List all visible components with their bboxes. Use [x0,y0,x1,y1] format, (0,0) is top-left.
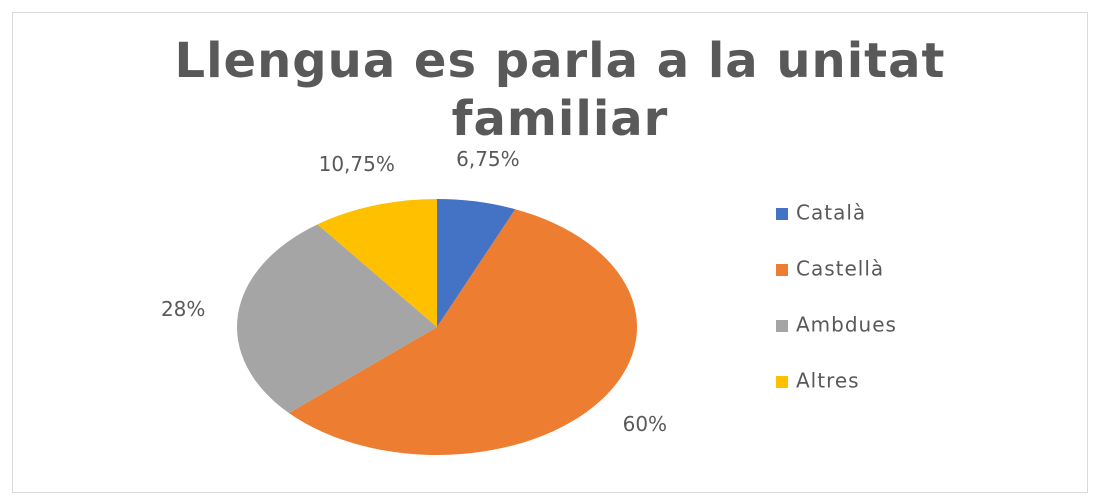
legend-swatch [776,208,788,220]
pie-slice [437,199,516,327]
chart-title: Llengua es parla a la unitat familiar [174,33,946,147]
pie-slice [317,199,437,327]
data-label: 60% [623,412,667,436]
legend-label: Ambdues [796,313,897,337]
data-label: 6,75% [456,147,520,171]
legend-swatch [776,320,788,332]
legend-label: Català [796,201,866,225]
pie-slice [288,209,638,455]
legend-swatch [776,264,788,276]
data-label: 10,75% [319,152,395,176]
data-label: 28% [161,297,205,321]
legend-label: Castellà [796,257,884,281]
chart-frame [12,12,1088,493]
legend-label: Altres [796,369,860,393]
legend-swatch [776,376,788,388]
pie-slice [236,224,437,414]
